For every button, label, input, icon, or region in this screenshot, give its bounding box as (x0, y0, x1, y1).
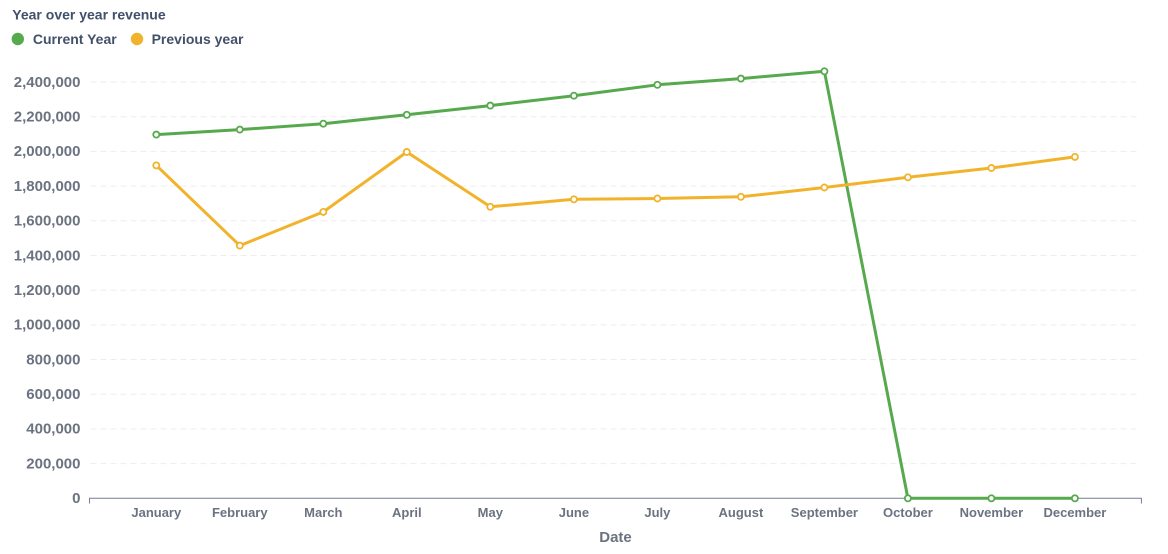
svg-text:2,200,000: 2,200,000 (14, 109, 81, 126)
svg-text:November: November (960, 505, 1024, 520)
svg-text:Date: Date (599, 529, 632, 546)
svg-text:October: October (883, 505, 933, 520)
svg-text:Previous year: Previous year (152, 31, 244, 47)
svg-text:1,000,000: 1,000,000 (14, 317, 81, 334)
svg-text:400,000: 400,000 (26, 421, 80, 438)
svg-text:800,000: 800,000 (26, 351, 80, 368)
svg-text:July: July (644, 505, 671, 520)
svg-text:August: August (719, 505, 764, 520)
svg-text:2,000,000: 2,000,000 (14, 143, 81, 160)
svg-text:February: February (212, 505, 268, 520)
svg-text:0: 0 (72, 490, 80, 507)
svg-text:Current Year: Current Year (33, 31, 117, 47)
svg-text:2,400,000: 2,400,000 (14, 74, 81, 91)
svg-text:600,000: 600,000 (26, 386, 80, 403)
svg-text:June: June (559, 505, 589, 520)
svg-text:1,800,000: 1,800,000 (14, 178, 81, 195)
svg-text:January: January (131, 505, 182, 520)
svg-text:Year over year revenue: Year over year revenue (12, 7, 166, 23)
svg-text:1,600,000: 1,600,000 (14, 213, 81, 230)
svg-text:September: September (791, 505, 858, 520)
svg-text:March: March (304, 505, 342, 520)
svg-text:1,400,000: 1,400,000 (14, 247, 81, 264)
svg-text:1,200,000: 1,200,000 (14, 282, 81, 299)
svg-text:200,000: 200,000 (26, 455, 80, 472)
svg-text:April: April (392, 505, 422, 520)
svg-text:December: December (1043, 505, 1106, 520)
svg-text:May: May (478, 505, 504, 520)
